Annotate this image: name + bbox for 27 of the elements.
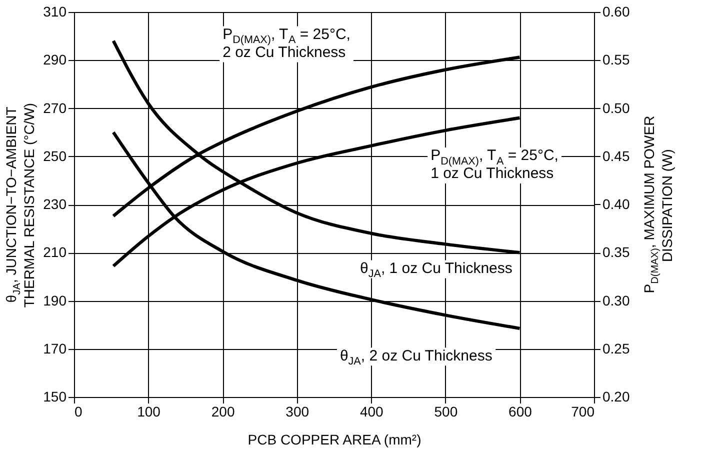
x-tick-label: 700	[571, 404, 595, 420]
y-tick-label: 290	[43, 52, 67, 68]
x-axis-title: PCB COPPER AREA (mm²)	[248, 432, 422, 448]
y-tick-label: 250	[43, 148, 67, 164]
y2-tick-label: 0.50	[602, 100, 630, 116]
y2-tick-label: 0.45	[602, 148, 630, 164]
y-tick-label: 230	[43, 196, 67, 212]
y-tick-label: 270	[43, 100, 67, 116]
y-tick-label: 310	[43, 4, 67, 20]
y2-tick-label: 0.40	[602, 196, 630, 212]
y-tick-label: 210	[43, 244, 67, 260]
y2-tick-label: 0.20	[602, 388, 630, 404]
x-tick-label: 200	[211, 404, 235, 420]
y2-tick-label: 0.30	[602, 292, 630, 308]
y-tick-label: 190	[43, 292, 67, 308]
y-tick-label: 150	[43, 388, 67, 404]
x-tick-label: 600	[508, 404, 532, 420]
y2-tick-label: 0.35	[602, 244, 630, 260]
x-tick-label: 400	[360, 404, 384, 420]
y-tick-label: 170	[43, 340, 67, 356]
x-tick-label: 0	[74, 404, 82, 420]
x-tick-label: 300	[286, 404, 310, 420]
y2-tick-label: 0.25	[602, 340, 630, 356]
x-tick-label: 100	[137, 404, 161, 420]
x-tick-label: 500	[434, 404, 458, 420]
y2-tick-label: 0.60	[602, 4, 630, 20]
y2-tick-label: 0.55	[602, 52, 630, 68]
